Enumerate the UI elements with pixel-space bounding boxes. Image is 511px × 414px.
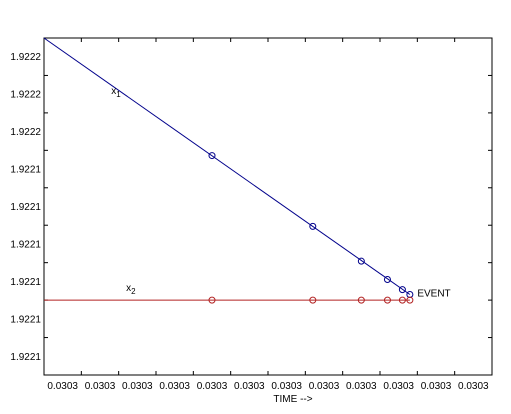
data-point-x1 xyxy=(383,276,391,284)
y-tick-label: 1.9222 xyxy=(10,52,41,63)
series-label: x1 xyxy=(111,86,121,99)
x-tick-label: 0.0303 xyxy=(159,381,190,392)
x-tick-label: 0.0303 xyxy=(122,381,153,392)
x-tick-label: 0.0303 xyxy=(458,381,489,392)
data-point-x2 xyxy=(309,296,317,304)
x-tick-label: 0.0303 xyxy=(85,381,116,392)
axes xyxy=(43,37,493,376)
labels: 0.0303 0.0303 0.0303 0.0303 0.0303 0.0303 0.03… xyxy=(10,52,489,405)
y-tick-label: 1.9221 xyxy=(10,202,41,213)
data-point-x1 xyxy=(398,286,406,294)
y-tick-label: 1.9221 xyxy=(10,314,41,325)
data-point-x1 xyxy=(208,152,216,160)
y-tick-label: 1.9221 xyxy=(10,239,41,250)
x-tick-label: 0.0303 xyxy=(309,381,340,392)
x-tick-label: 0.0303 xyxy=(383,381,414,392)
y-tick-label: 1.9221 xyxy=(10,165,41,176)
y-tick-label: 1.9221 xyxy=(10,277,41,288)
y-tick-label: 1.9222 xyxy=(10,90,41,101)
x-tick-label: 0.0303 xyxy=(346,381,377,392)
data-point-x1 xyxy=(357,257,365,265)
plot-frame xyxy=(43,37,493,376)
x-axis-label: TIME --> xyxy=(273,394,312,405)
x-tick-label: 0.0303 xyxy=(271,381,302,392)
data-point-x2 xyxy=(398,296,406,304)
x-tick-label: 0.0303 xyxy=(47,381,78,392)
data-point-x2 xyxy=(357,296,365,304)
y-tick-label: 1.9221 xyxy=(10,352,41,363)
series xyxy=(43,37,414,304)
data-point-x1 xyxy=(309,222,317,230)
event-label: EVENT xyxy=(417,288,450,299)
series-label: x2 xyxy=(126,283,136,296)
series-line-x1 xyxy=(43,37,411,295)
x-tick-label: 0.0303 xyxy=(421,381,452,392)
y-tick-label: 1.9222 xyxy=(10,127,41,138)
data-point-x2 xyxy=(406,296,414,304)
data-point-x2 xyxy=(383,296,391,304)
x-tick-label: 0.0303 xyxy=(197,381,228,392)
x-tick-label: 0.0303 xyxy=(234,381,265,392)
data-point-x2 xyxy=(208,296,216,304)
